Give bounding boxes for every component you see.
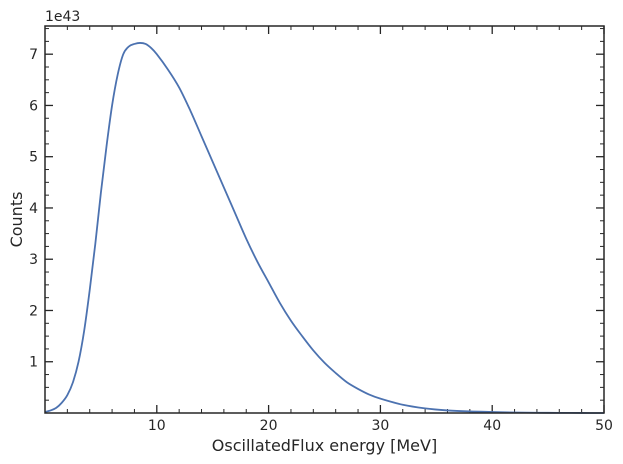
x-tick-label: 30: [371, 418, 389, 434]
y-tick-label: 1: [29, 355, 38, 371]
y-tick-label: 2: [29, 303, 38, 319]
x-tick-label: 20: [260, 418, 278, 434]
y-tick-label: 6: [29, 98, 38, 114]
y-tick-label: 4: [29, 201, 38, 217]
y-tick-label: 7: [29, 47, 38, 63]
x-tick-label: 50: [595, 418, 613, 434]
series-line: [44, 42, 605, 414]
y-offset-label: 1e43: [45, 9, 80, 25]
y-tick-label: 3: [29, 252, 38, 268]
series-layer: [44, 42, 605, 414]
y-axis-title: Counts: [7, 192, 26, 248]
x-tick-label: 40: [483, 418, 501, 434]
plot-area: [45, 26, 604, 413]
ticks-layer: 10 20 30 40 50 1 2 3 4 5 6 7: [29, 26, 613, 434]
y-tick-label: 5: [29, 150, 38, 166]
x-axis-title: OscillatedFlux energy [MeV]: [212, 436, 437, 455]
plot-frame: [44, 25, 605, 414]
x-tick-label: 10: [148, 418, 166, 434]
